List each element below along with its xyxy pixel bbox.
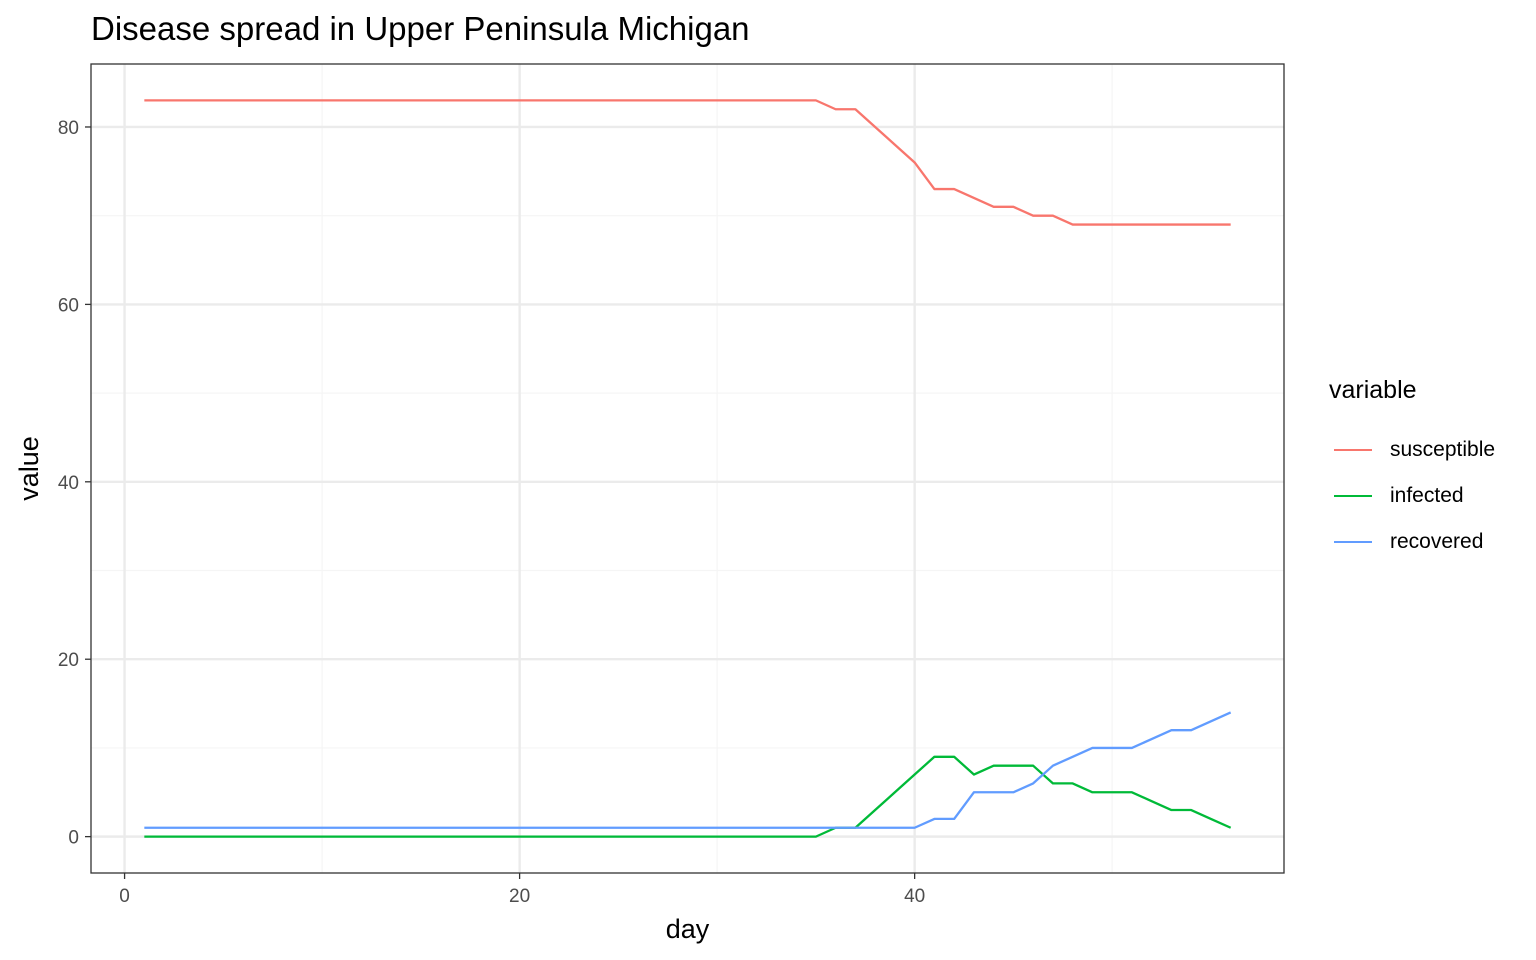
x-tick-label: 40 [904,886,925,907]
major-gridlines [91,64,1284,873]
series-lines [144,99,1232,838]
legend-label-susceptible: susceptible [1390,438,1496,461]
legend-key-susceptible [1334,448,1372,452]
y-tick-label: 40 [58,473,79,494]
x-axis-title: day [666,914,710,944]
y-tick-label: 20 [58,650,79,671]
legend-key-recovered [1334,540,1372,544]
legend-item-susceptible: susceptible [1329,427,1495,473]
legend-title: variable [1329,376,1417,404]
y-tick-label: 80 [58,118,79,139]
x-tick-label: 20 [509,886,530,907]
legend-key-infected [1334,494,1372,498]
y-tick-label: 0 [68,828,79,849]
legend: variable susceptible infected recovered [1329,376,1495,565]
legend-item-recovered: recovered [1329,519,1495,565]
series-line-recovered [144,711,1232,829]
chart-title: Disease spread in Upper Peninsula Michig… [91,10,750,47]
legend-item-infected: infected [1329,473,1495,519]
y-tick-label: 60 [58,295,79,316]
y-axis-ticks: 0 20 40 60 80 [58,118,91,849]
legend-label-recovered: recovered [1390,530,1484,553]
minor-gridlines [91,64,1284,873]
series-line-infected [144,755,1232,838]
x-tick-label: 0 [119,886,130,907]
panel-border [90,63,1285,874]
series-line-susceptible [144,99,1231,226]
x-axis-ticks: 0 20 40 [119,873,925,907]
y-axis-title: value [14,436,44,501]
legend-label-infected: infected [1390,484,1464,507]
